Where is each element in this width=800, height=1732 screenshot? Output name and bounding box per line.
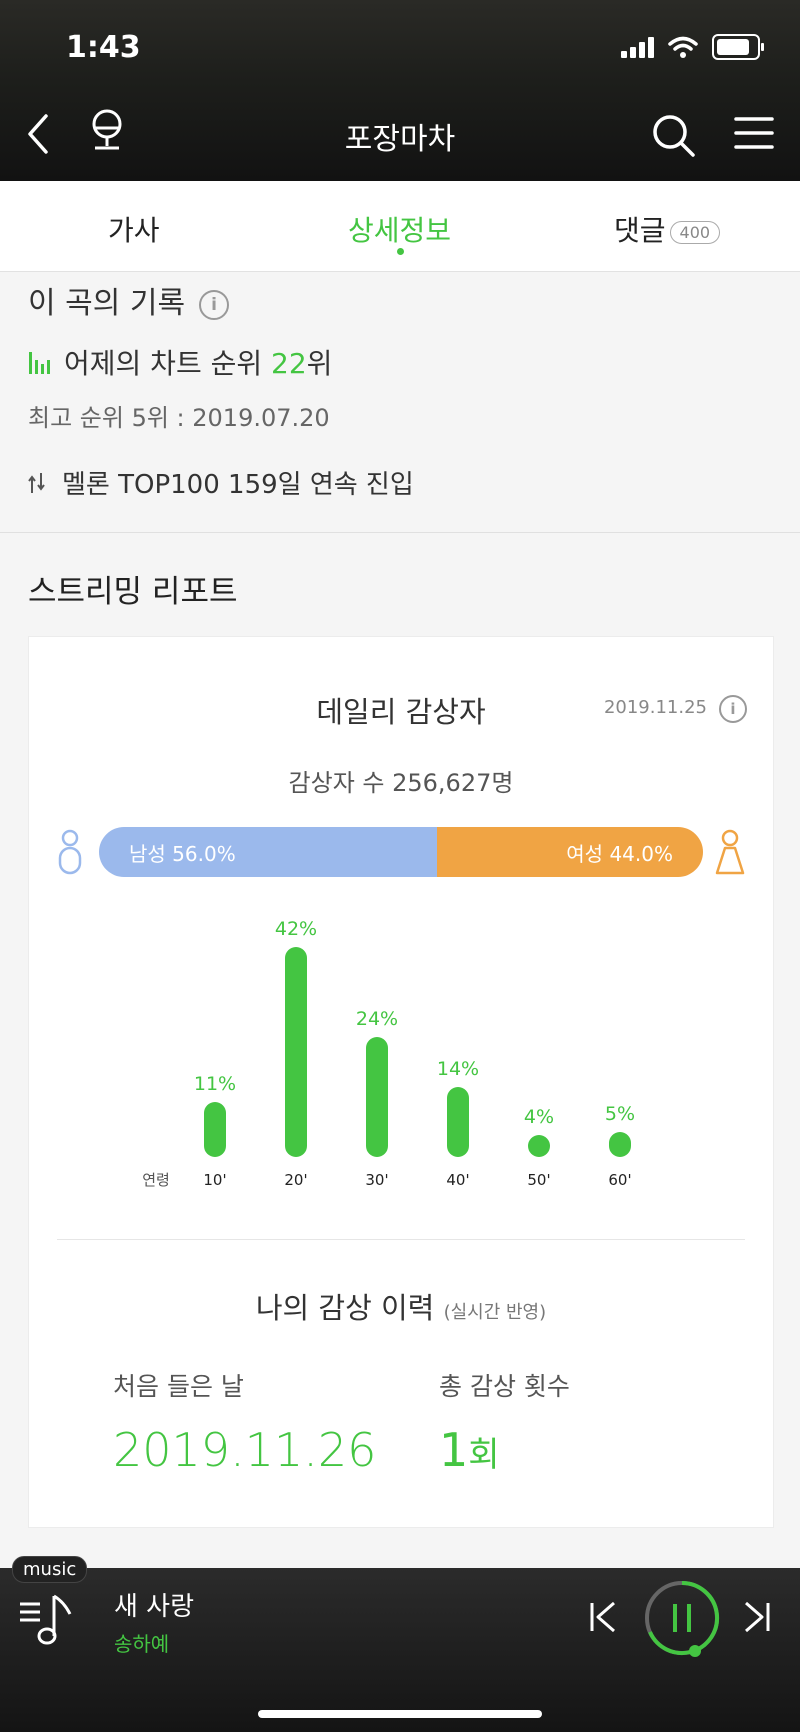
my-history-title-text: 나의 감상 이력	[255, 1291, 435, 1325]
age-bar	[366, 1037, 388, 1157]
previous-icon[interactable]	[588, 1600, 618, 1634]
chart-bars-icon	[29, 352, 50, 374]
female-segment: 여성 44.0%	[437, 827, 703, 877]
tab-bar: 가사 상세정보 댓글 400	[0, 181, 800, 272]
tab-details[interactable]: 상세정보	[348, 214, 452, 247]
male-segment: 남성 56.0%	[99, 827, 438, 877]
mini-player[interactable]: music 새 사랑 송하예	[0, 1556, 800, 1732]
count-number: 1	[439, 1423, 469, 1477]
home-indicator	[258, 1710, 542, 1718]
back-icon[interactable]	[24, 112, 54, 156]
first-listen-date: 2019.11.26	[113, 1423, 377, 1477]
age-bar	[204, 1102, 226, 1157]
rank-value: 22	[271, 347, 307, 380]
age-category-label: 50'	[527, 1171, 550, 1189]
status-icons	[621, 34, 764, 60]
search-icon[interactable]	[652, 114, 696, 158]
age-value-label: 24%	[356, 1008, 398, 1030]
age-category-label: 60'	[608, 1171, 631, 1189]
chart-rank: 어제의 차트 순위 22위	[28, 342, 332, 382]
signal-icon	[621, 36, 654, 58]
age-value-label: 4%	[524, 1106, 554, 1128]
age-value-label: 14%	[437, 1058, 479, 1080]
male-icon	[58, 829, 82, 875]
age-category-label: 40'	[446, 1171, 469, 1189]
total-count-value: 1회	[439, 1423, 500, 1477]
best-rank: 최고 순위 5위 : 2019.07.20	[28, 404, 330, 432]
age-category-label: 10'	[203, 1171, 226, 1189]
pause-button[interactable]	[642, 1578, 722, 1658]
listener-count: 감상자 수 256,627명	[288, 769, 514, 797]
tab-lyrics[interactable]: 가사	[108, 214, 160, 247]
tab-comments-label: 댓글	[614, 214, 666, 247]
header: 1:43 포장마차	[0, 0, 800, 181]
menu-icon[interactable]	[734, 116, 774, 150]
status-time: 1:43	[66, 30, 141, 65]
wifi-icon	[668, 36, 698, 58]
first-listen-label: 처음 들은 날	[113, 1372, 244, 1401]
report-date: 2019.11.25	[603, 697, 707, 718]
next-icon[interactable]	[742, 1600, 772, 1634]
song-artist[interactable]: 송하예	[114, 1632, 170, 1656]
comment-count-badge: 400	[669, 220, 721, 244]
top100-text: 멜론 TOP100 159일 연속 진입	[62, 470, 414, 500]
record-title-text: 이 곡의 기록	[28, 286, 186, 321]
gender-ratio-bar: 남성 56.0% 여성 44.0%	[99, 827, 703, 877]
age-category-label: 20'	[284, 1171, 307, 1189]
age-bar	[285, 947, 307, 1157]
total-count-label: 총 감상 횟수	[439, 1372, 570, 1401]
rank-suffix: 위	[306, 347, 333, 380]
female-icon	[715, 829, 745, 875]
section-divider	[57, 1239, 745, 1240]
count-unit: 회	[468, 1435, 500, 1475]
record-title: 이 곡의 기록 i	[28, 278, 230, 322]
battery-icon	[712, 34, 764, 60]
top100-streak: 멜론 TOP100 159일 연속 진입	[28, 464, 414, 501]
info-icon[interactable]: i	[199, 289, 230, 320]
age-value-label: 42%	[275, 918, 317, 940]
song-record-section: 이 곡의 기록 i 어제의 차트 순위 22위 최고 순위 5위 : 2019.0…	[0, 272, 800, 533]
nav-bar: 포장마차	[0, 100, 800, 170]
streaming-report-card: 데일리 감상자 2019.11.25 i 감상자 수 256,627명 남성 5…	[28, 636, 774, 1528]
age-category-label: 30'	[365, 1171, 388, 1189]
age-bar	[447, 1087, 469, 1157]
daily-listeners-title: 데일리 감상자	[316, 695, 486, 729]
report-info-icon[interactable]: i	[719, 695, 747, 723]
music-tag: music	[12, 1556, 88, 1583]
playlist-icon[interactable]	[16, 1588, 78, 1648]
rank-change-icon	[28, 472, 45, 493]
age-bar	[528, 1135, 550, 1157]
active-tab-indicator	[397, 248, 404, 255]
age-bar	[609, 1132, 631, 1157]
age-axis-label: 연령	[142, 1171, 170, 1189]
realtime-note: (실시간 반영)	[443, 1302, 547, 1323]
tab-comments[interactable]: 댓글 400	[614, 209, 721, 249]
page-title: 포장마차	[344, 122, 456, 157]
age-value-label: 11%	[194, 1073, 236, 1095]
rank-prefix: 어제의 차트 순위	[64, 347, 263, 380]
my-history-title: 나의 감상 이력 (실시간 반영)	[29, 1285, 773, 1327]
age-value-label: 5%	[605, 1103, 635, 1125]
song-title: 새 사랑	[114, 1592, 195, 1622]
age-distribution-chart: 연령 11% 10' 42% 20' 24% 30' 14% 40' 4% 50' 5% 60'	[142, 918, 635, 1189]
artist-icon[interactable]	[90, 108, 124, 158]
streaming-report-title: 스트리밍 리포트	[28, 574, 238, 610]
